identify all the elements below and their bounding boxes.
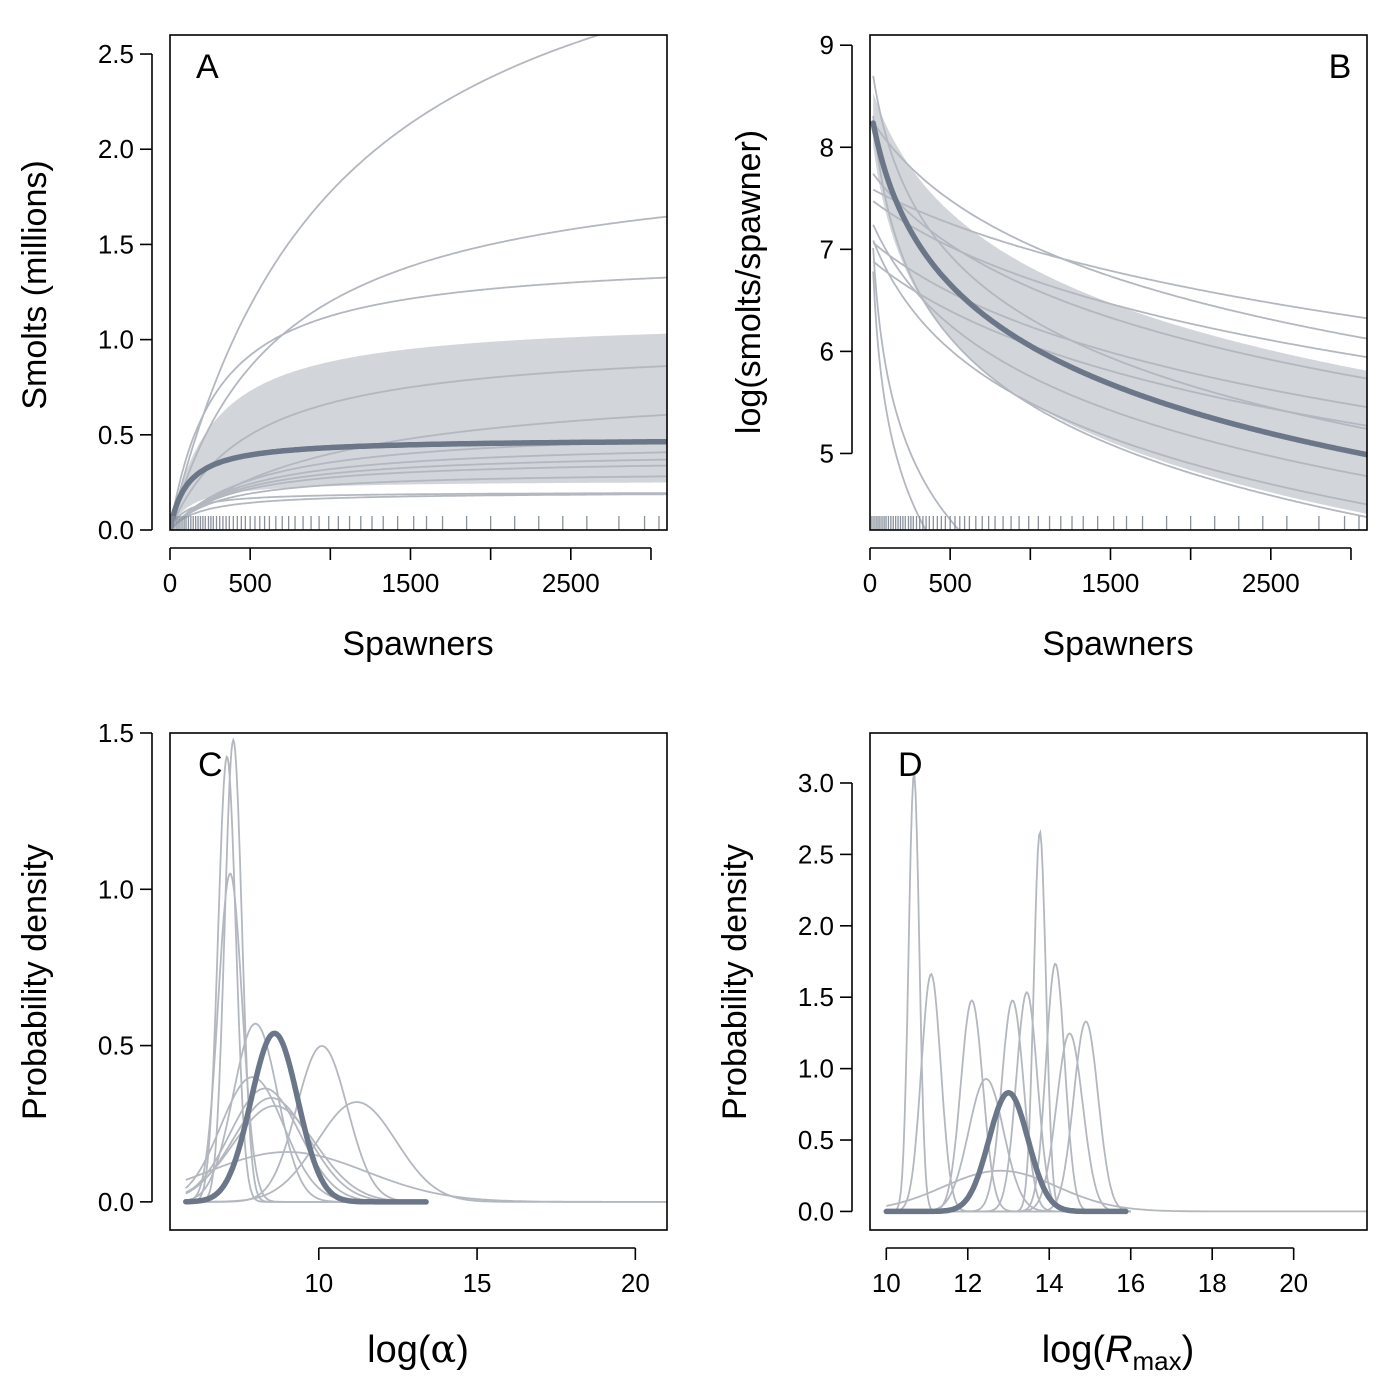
- panel-d-axes: 10 12 14 16 18 20 0.0 0.5 1.0 1.5 2.0 2.5 3.0: [798, 768, 1308, 1298]
- population-curve: [170, 493, 667, 530]
- panel-d: 10 12 14 16 18 20 0.0 0.5 1.0 1.5 2.0 2.5 3.0 D log(…: [716, 732, 1368, 1376]
- population-curve: [872, 115, 1367, 518]
- panel-b-y-title: log(smolts/spawner): [730, 130, 768, 434]
- y-tick-label: 0.0: [98, 1187, 134, 1217]
- panel-b-axes: 0 500 1500 2500 5 6 7 8 9: [820, 30, 1352, 598]
- population-curve: [170, 365, 667, 530]
- population-curve: [872, 260, 1367, 427]
- population-density: [886, 1169, 1367, 1213]
- panel-d-plot-area: [883, 774, 1367, 1215]
- y-tick-label: 1.0: [798, 1054, 834, 1084]
- x-tick-label: 2500: [1242, 568, 1300, 598]
- x-tick-label: 20: [621, 1268, 650, 1298]
- x-tick-label: 500: [928, 568, 971, 598]
- panel-d-y-title: Probability density: [716, 844, 754, 1120]
- y-tick-label: 7: [820, 234, 834, 264]
- panel-b: 0 500 1500 2500 5 6 7 8 9 B Spawners log(smolts/…: [730, 30, 1368, 663]
- credible-band: [873, 92, 1367, 514]
- population-curve: [170, 413, 667, 530]
- population-density: [185, 1151, 667, 1203]
- y-tick-label: 0.5: [98, 1031, 134, 1061]
- panel-c-x-title: log(α): [367, 1327, 469, 1371]
- panel-a-y-title: Smolts (millions): [16, 160, 54, 409]
- y-tick-label: 3.0: [798, 768, 834, 798]
- hyper-mean-density: [883, 1089, 1129, 1215]
- panel-a-plot-area: [170, 35, 667, 530]
- panel-b-label: B: [1329, 48, 1352, 86]
- x-tick-label: 2500: [542, 568, 600, 598]
- y-tick-label: 5: [820, 438, 834, 468]
- panel-c: 10 15 20 0.0 0.5 1.0 1.5 C log(α) Probability …: [16, 718, 668, 1371]
- panel-d-frame: [869, 732, 1368, 1231]
- y-tick-label: 2.5: [98, 39, 134, 69]
- population-density: [886, 774, 1131, 1213]
- x-tick-label: 10: [872, 1268, 901, 1298]
- y-tick-label: 0.5: [98, 420, 134, 450]
- population-curve: [170, 35, 602, 530]
- x-tick-label: 15: [463, 1268, 492, 1298]
- y-tick-label: 2.5: [798, 839, 834, 869]
- panel-a-label: A: [196, 48, 219, 86]
- y-tick-label: 0.0: [98, 515, 134, 545]
- y-tick-label: 2.0: [798, 911, 834, 941]
- y-tick-label: 8: [820, 132, 834, 162]
- y-tick-label: 9: [820, 30, 834, 60]
- x-tick-label: 1500: [382, 568, 440, 598]
- credible-band: [170, 333, 667, 530]
- panel-c-axes: 10 15 20 0.0 0.5 1.0 1.5: [98, 718, 650, 1298]
- panel-d-x-title: log(Rmax): [1042, 1329, 1195, 1376]
- panel-a-axes: 0 500 1500 2500 0.0 0.5 1.0 1.5 2.0 2.5: [98, 39, 652, 598]
- x-tick-label: 10: [304, 1268, 333, 1298]
- y-tick-label: 1.5: [98, 229, 134, 259]
- x-tick-label: 500: [228, 568, 271, 598]
- x-tick-label: 18: [1198, 1268, 1227, 1298]
- panel-c-label: C: [198, 746, 223, 784]
- population-curve: [872, 188, 1367, 320]
- y-tick-label: 2.0: [98, 134, 134, 164]
- panel-b-x-title: Spawners: [1042, 625, 1193, 663]
- y-tick-label: 1.5: [798, 982, 834, 1012]
- y-tick-label: 1.0: [98, 874, 134, 904]
- panel-c-frame: [169, 732, 668, 1231]
- x-tick-label: 0: [163, 568, 177, 598]
- population-density: [185, 1104, 414, 1203]
- panel-b-plot-area: [870, 75, 1367, 530]
- population-curve: [170, 492, 667, 530]
- y-tick-label: 1.0: [98, 325, 134, 355]
- x-tick-label: 12: [953, 1268, 982, 1298]
- panel-d-label: D: [898, 746, 923, 784]
- x-tick-label: 1500: [1082, 568, 1140, 598]
- population-curve: [170, 475, 667, 530]
- population-curve: [872, 121, 1367, 340]
- x-tick-label: 20: [1279, 1268, 1308, 1298]
- hyper-mean-density: [183, 1030, 429, 1205]
- panel-a-x-title: Spawners: [342, 625, 493, 663]
- panel-c-plot-area: [183, 737, 667, 1205]
- population-curve: [170, 464, 667, 530]
- population-curve: [872, 242, 1367, 408]
- panel-a: 0 500 1500 2500 0.0 0.5 1.0 1.5 2.0 2.5 A Spawner…: [16, 34, 668, 663]
- panel-b-frame: [869, 34, 1368, 531]
- population-curve: [872, 200, 1367, 358]
- population-curve: [170, 215, 667, 530]
- y-tick-label: 0.0: [798, 1196, 834, 1226]
- population-density: [185, 1101, 667, 1203]
- population-curve: [872, 173, 1367, 380]
- population-curve: [170, 451, 667, 530]
- population-curve: [170, 458, 667, 530]
- x-tick-label: 16: [1116, 1268, 1145, 1298]
- panel-a-frame: [169, 34, 668, 531]
- hyper-mean-curve: [170, 438, 667, 530]
- x-tick-label: 0: [863, 568, 877, 598]
- y-tick-label: 1.5: [98, 718, 134, 748]
- population-curve: [872, 224, 1367, 478]
- y-tick-label: 6: [820, 336, 834, 366]
- hyper-mean-curve: [870, 120, 1367, 458]
- panel-c-y-title: Probability density: [16, 844, 54, 1120]
- population-curve: [170, 276, 667, 530]
- y-tick-label: 0.5: [798, 1125, 834, 1155]
- population-curve: [872, 240, 1367, 506]
- x-tick-label: 14: [1035, 1268, 1064, 1298]
